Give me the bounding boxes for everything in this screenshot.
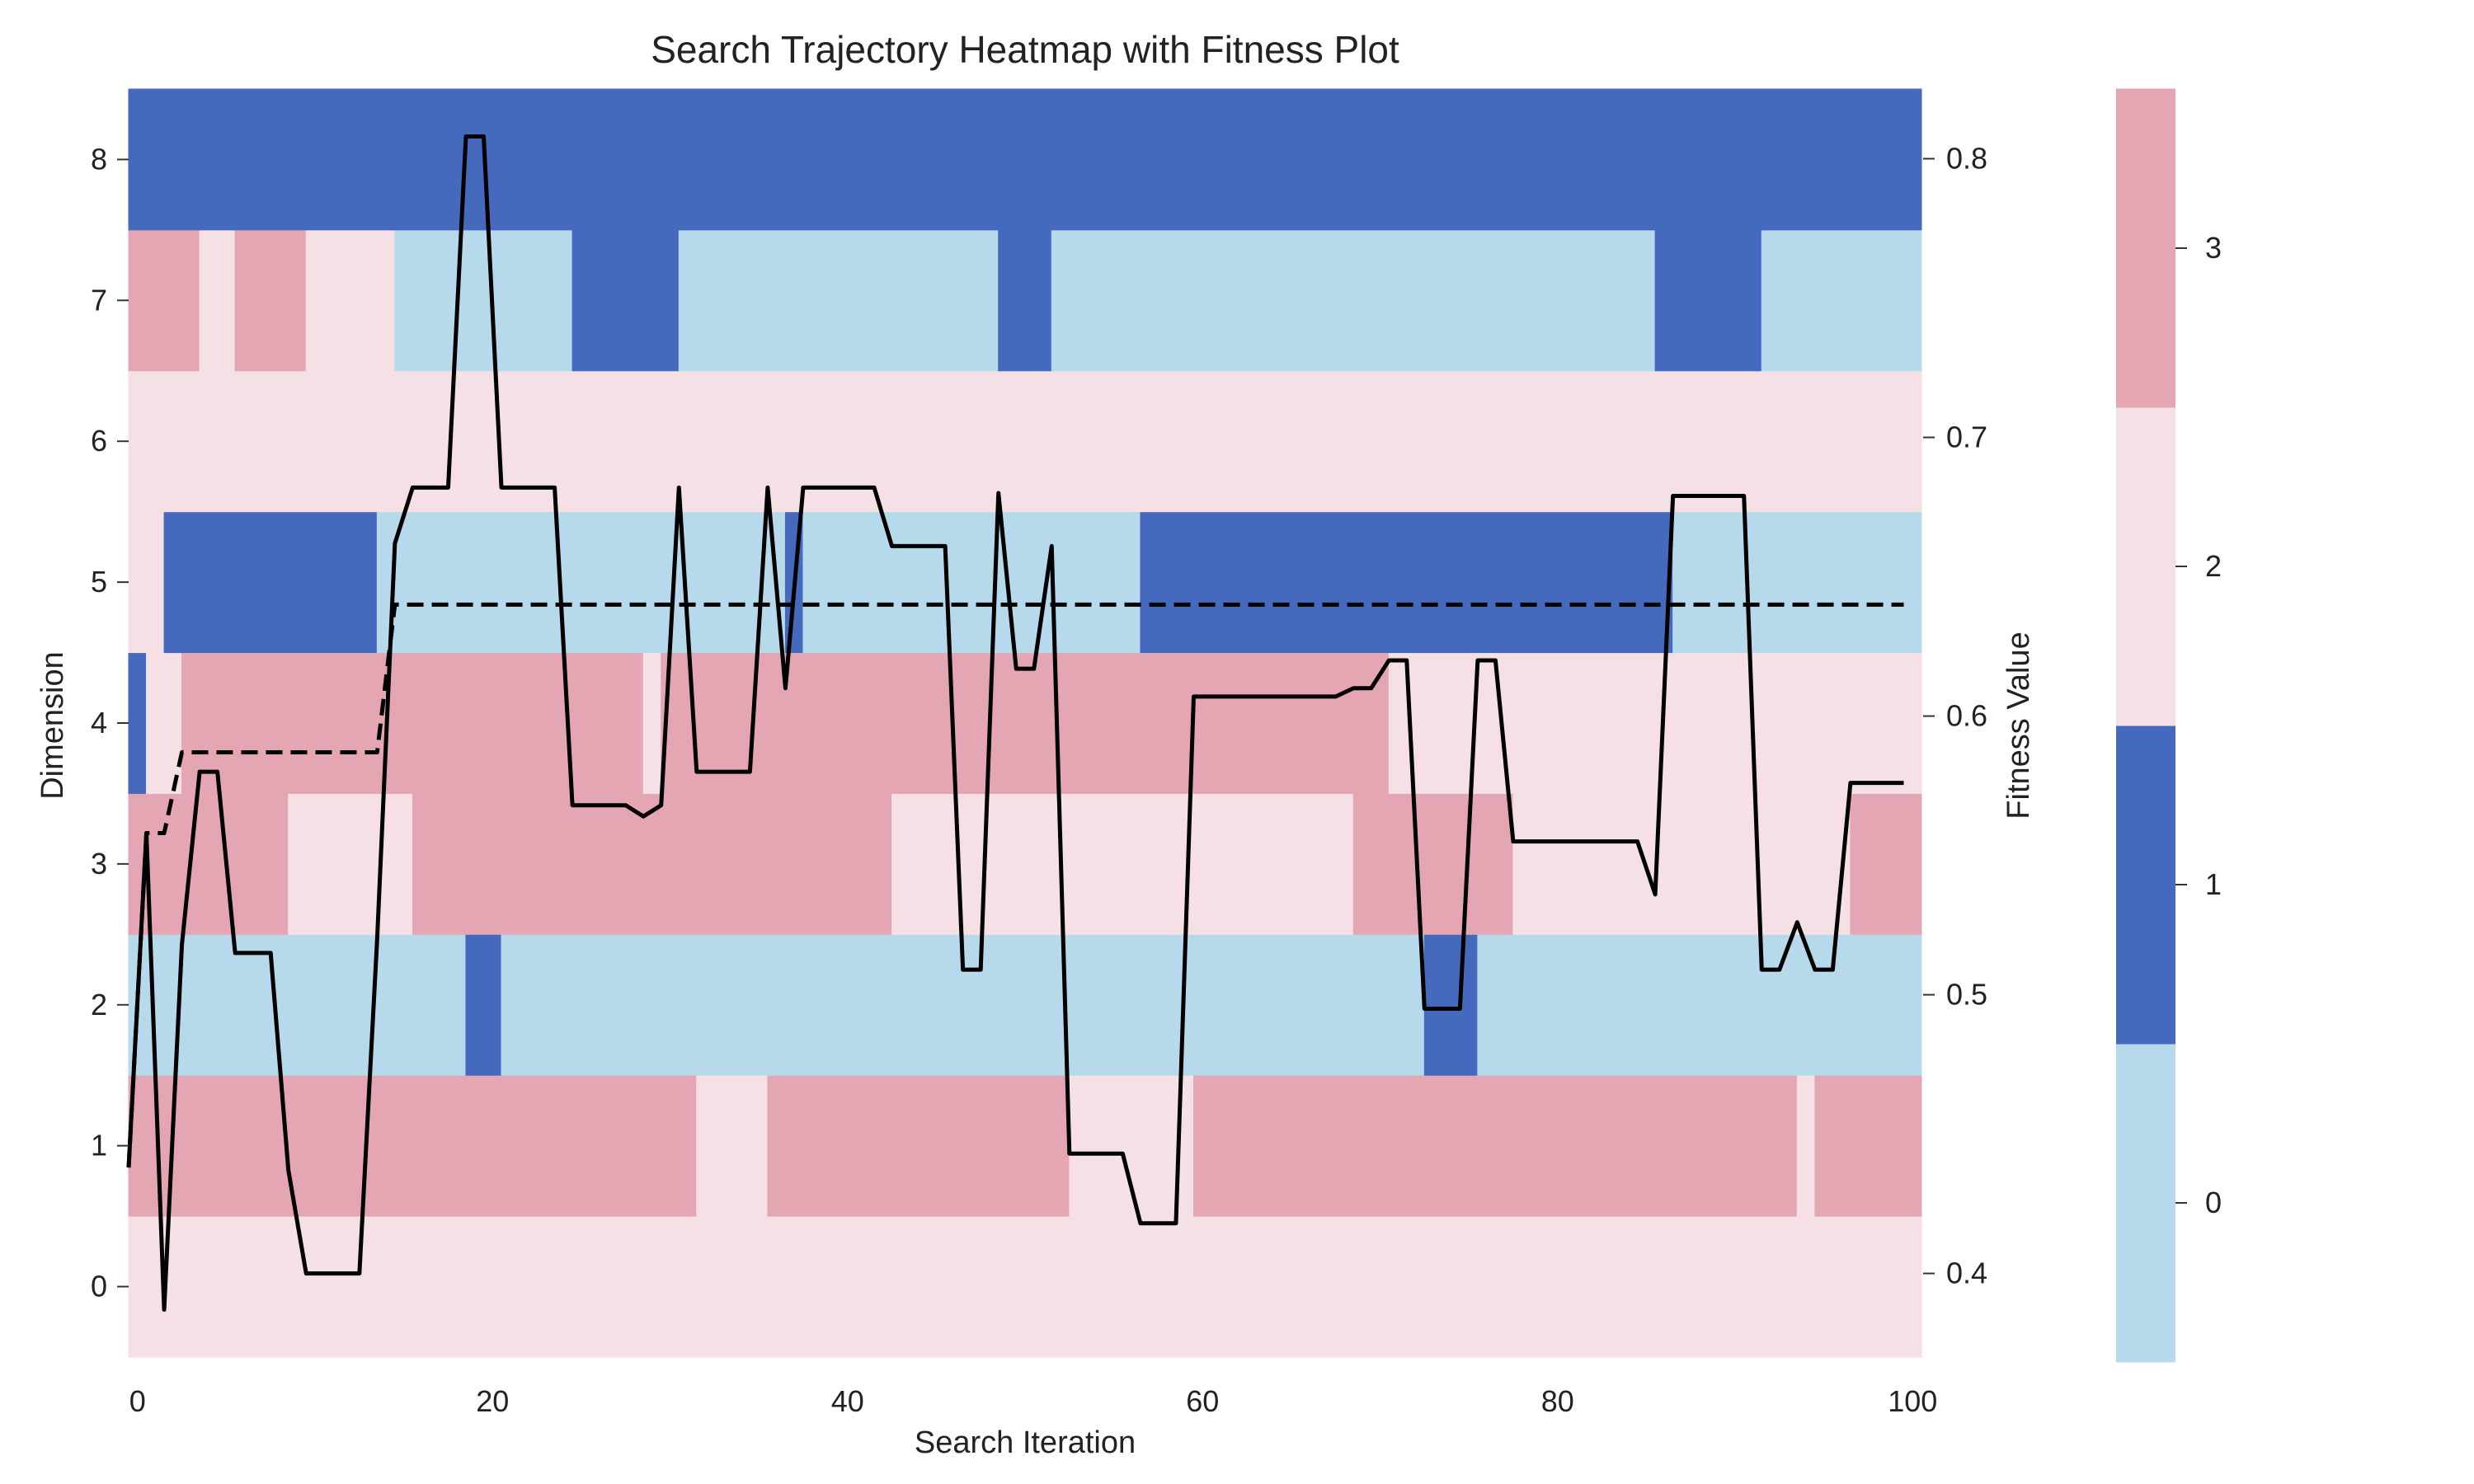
heatmap-cell-d2-4 [1477, 933, 1922, 1076]
x-tick-label-80: 80 [1541, 1384, 1574, 1418]
y2-tick-label-0.8: 0.8 [1946, 142, 1987, 176]
y-tick-label-0: 0 [91, 1270, 107, 1303]
chart-title: Search Trajectory Heatmap with Fitness P… [651, 28, 1399, 71]
y2-axis-label: Fitness Value [2001, 632, 2036, 819]
heatmap-cell-d8-0 [128, 88, 1922, 231]
heatmap-cell-d7-7 [998, 229, 1052, 372]
y-tick-label-7: 7 [91, 283, 107, 317]
heatmap-cell-d5-2 [376, 511, 786, 654]
heatmap-cell-d1-4 [1192, 1074, 1798, 1217]
x-tick-label-100: 100 [1888, 1384, 1937, 1418]
heatmap-cell-d1-0 [128, 1074, 698, 1217]
fitness-line-layer [126, 134, 1904, 1313]
heatmap-cell-d2-1 [465, 933, 502, 1076]
x-tick-label-20: 20 [476, 1384, 509, 1418]
heatmap-cell-d4-5 [1015, 652, 1390, 794]
heatmap-cell-d2-0 [128, 933, 467, 1076]
heatmap-cell-d7-10 [1761, 229, 1922, 372]
heatmap-cell-d7-9 [1654, 229, 1762, 372]
colorbar-tick-label-2: 2 [2205, 549, 2222, 583]
heatmap-layer [128, 88, 1922, 1358]
x-axis: 0 20 40 60 80 100 [129, 1384, 1938, 1418]
heatmap-cell-d3-0 [128, 792, 289, 935]
heatmap-cell-d5-1 [163, 511, 378, 654]
y2-tick-label-0.7: 0.7 [1946, 420, 1987, 454]
colorbar-swatch-3 [2116, 88, 2175, 408]
y2-tick-label-0.6: 0.6 [1946, 699, 1987, 733]
y-axis: 0 1 2 3 4 5 6 7 8 [91, 142, 129, 1303]
colorbar: 0 1 2 3 [2116, 88, 2222, 1363]
y2-tick-label-0.5: 0.5 [1946, 978, 1987, 1012]
heatmap-cell-d4-2 [181, 652, 644, 794]
y-axis-label: Dimension [35, 651, 70, 800]
y-tick-label-1: 1 [91, 1129, 107, 1162]
heatmap-cell-d7-2 [234, 229, 307, 372]
heatmap-cell-d1-5 [1796, 1074, 1816, 1217]
y-tick-label-5: 5 [91, 565, 107, 599]
heatmap-cell-d3-5 [1512, 792, 1851, 935]
heatmap-cell-d3-6 [1850, 792, 1922, 935]
heatmap-cell-d7-1 [199, 229, 236, 372]
y-tick-label-3: 3 [91, 847, 107, 881]
heatmap-cell-d6-0 [128, 370, 1922, 513]
heatmap-cell-d7-0 [128, 229, 200, 372]
colorbar-swatch-1 [2116, 725, 2175, 1045]
heatmap-cell-d3-1 [288, 792, 413, 935]
heatmap-cell-d4-6 [1388, 652, 1922, 794]
colorbar-tick-label-0: 0 [2205, 1186, 2222, 1219]
fitness-line [126, 134, 1904, 1313]
heatmap-cell-d7-4 [394, 229, 573, 372]
x-tick-label-0: 0 [129, 1384, 146, 1418]
heatmap-cell-d1-2 [767, 1074, 1070, 1217]
y-tick-label-4: 4 [91, 706, 107, 740]
heatmap-cell-d7-3 [305, 229, 396, 372]
heatmap-cell-d5-4 [802, 511, 1141, 654]
colorbar-tick-label-3: 3 [2205, 231, 2222, 265]
x-tick-label-40: 40 [831, 1384, 864, 1418]
heatmap-cell-d7-8 [1051, 229, 1656, 372]
heatmap-cell-d2-3 [1423, 933, 1479, 1076]
heatmap-cell-d1-6 [1814, 1074, 1922, 1217]
heatmap-cell-d7-5 [571, 229, 680, 372]
heatmap-cell-d0-0 [128, 1215, 1922, 1358]
colorbar-swatch-0 [2116, 1043, 2175, 1363]
y-tick-label-6: 6 [91, 424, 107, 458]
heatmap-cell-d5-0 [128, 511, 165, 654]
heatmap-cell-d7-6 [678, 229, 999, 372]
best-fitness-line [126, 602, 1904, 1168]
heatmap-cell-d4-0 [128, 652, 148, 794]
y2-tick-label-0.4: 0.4 [1946, 1256, 1987, 1290]
heatmap-cell-d4-3 [642, 652, 662, 794]
y2-axis: 0.4 0.5 0.6 0.7 0.8 [1923, 142, 1987, 1290]
colorbar-swatch-2 [2116, 406, 2175, 726]
x-tick-label-60: 60 [1186, 1384, 1219, 1418]
heatmap-cell-d3-2 [412, 792, 893, 935]
heatmap-cell-d5-6 [1672, 511, 1922, 654]
y-tick-label-2: 2 [91, 988, 107, 1021]
heatmap-cell-d4-1 [146, 652, 183, 794]
y-tick-label-8: 8 [91, 142, 107, 176]
x-axis-label: Search Iteration [915, 1425, 1136, 1460]
heatmap-cell-d5-5 [1140, 511, 1674, 654]
colorbar-tick-label-1: 1 [2205, 867, 2222, 901]
heatmap-cell-d3-3 [891, 792, 1354, 935]
heatmap-cell-d1-1 [696, 1074, 769, 1217]
heatmap-cell-d3-4 [1352, 792, 1514, 935]
